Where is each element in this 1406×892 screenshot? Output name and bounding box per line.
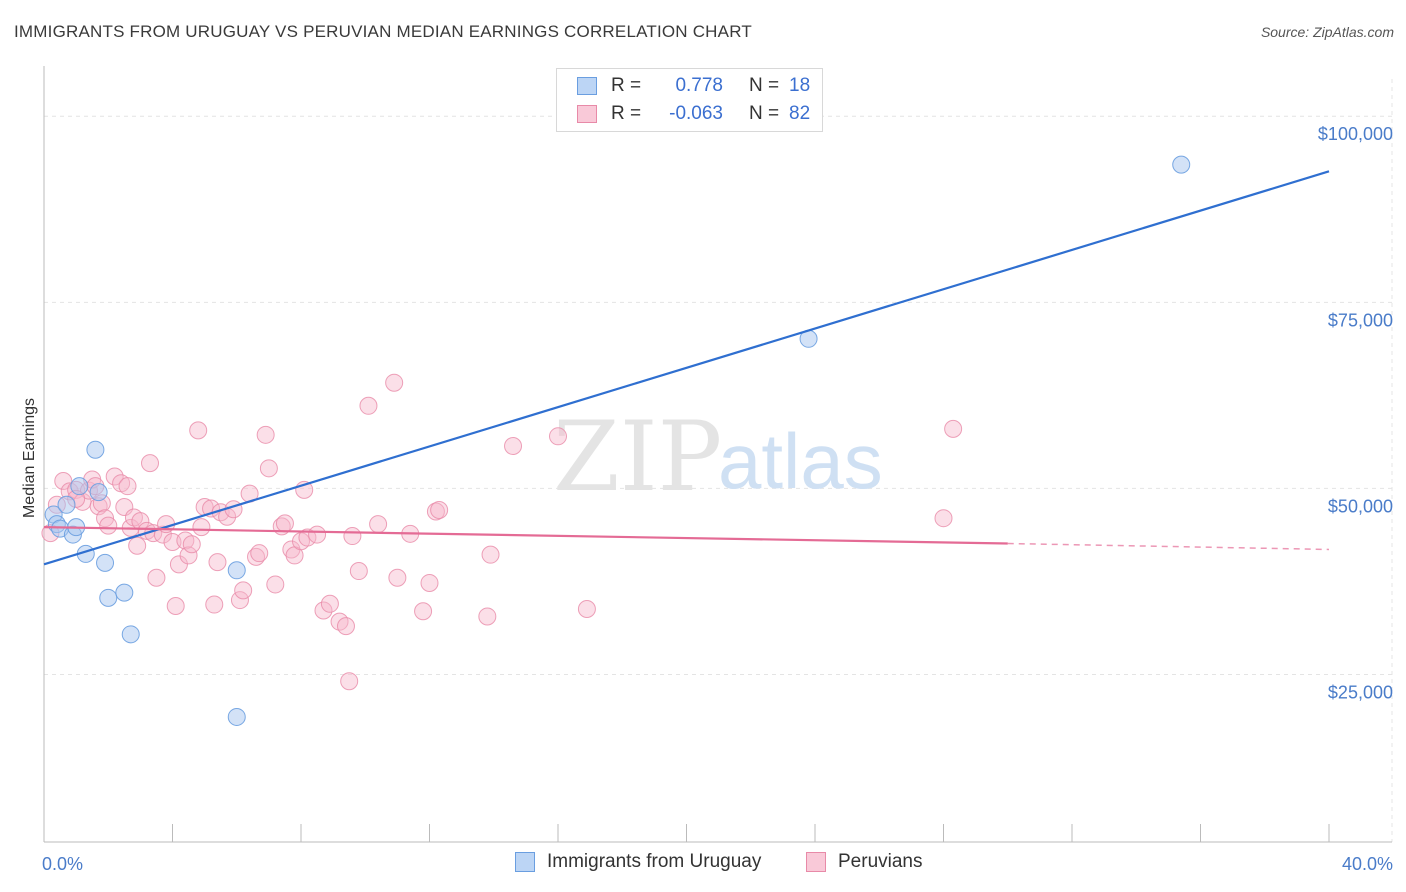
- peruvians-point: [147, 568, 166, 587]
- x-tick-label: 40.0%: [1342, 854, 1393, 874]
- peruvians-point: [298, 528, 317, 547]
- chart-title: IMMIGRANTS FROM URUGUAY VS PERUVIAN MEDI…: [14, 22, 752, 41]
- legend-row-uruguay: R = 0.778 N = 18: [577, 73, 810, 99]
- peruvians-point: [250, 544, 269, 563]
- peruvians-point: [478, 607, 497, 626]
- legend-item-peruvians: Peruvians: [806, 851, 923, 873]
- legend-label-uruguay: Immigrants from Uruguay: [547, 851, 762, 872]
- peruvians-point: [934, 509, 953, 528]
- uruguay-point: [86, 440, 105, 459]
- legend-row-peruvians: R = -0.063 N = 82: [577, 101, 810, 127]
- peruvians-point: [118, 477, 137, 496]
- uruguay-trend-line: [43, 170, 1330, 566]
- legend-n-value: 18: [789, 75, 811, 96]
- legend-n-label: N =: [749, 75, 780, 96]
- uruguay-point: [70, 477, 89, 496]
- peruvians-point: [320, 594, 339, 613]
- x-tick-label: 0.0%: [42, 854, 83, 874]
- watermark-zip: ZIP: [553, 401, 722, 513]
- peruvians-point: [192, 518, 211, 537]
- peruvians-point: [369, 515, 388, 534]
- peruvians-point: [944, 419, 963, 438]
- peruvians-point: [205, 595, 224, 614]
- watermark-atlas: atlas: [718, 417, 883, 505]
- peruvians-point: [169, 555, 188, 574]
- uruguay-point: [57, 495, 76, 514]
- uruguay-point: [99, 588, 118, 607]
- peruvians-point: [128, 536, 147, 555]
- peruvians-point: [314, 601, 333, 620]
- uruguay-point: [89, 483, 108, 502]
- watermark: ZIP atlas: [553, 401, 883, 513]
- peruvians-point: [549, 427, 567, 446]
- stats-legend: R = 0.778 N = 18 R = -0.063 N = 82: [556, 68, 823, 132]
- peruvians-point: [420, 573, 439, 592]
- peruvians-point: [359, 396, 378, 415]
- y-tick-label: $75,000: [1328, 310, 1393, 330]
- uruguay-point: [1172, 155, 1191, 174]
- legend-swatch-pink: [577, 105, 597, 123]
- legend-r-value: -0.063: [669, 103, 723, 124]
- series-legend: Immigrants from Uruguay Peruvians: [0, 851, 1406, 879]
- grid-lines: [44, 79, 1393, 842]
- x-tick-labels: 0.0% 40.0%: [42, 854, 1393, 874]
- peruvians-point: [189, 421, 208, 440]
- peruvians-point: [388, 568, 407, 587]
- peruvians-point: [230, 591, 249, 610]
- peruvians-trend-extension: [1007, 542, 1330, 551]
- peruvians-point: [182, 535, 201, 554]
- y-tick-label: $100,000: [1318, 124, 1393, 144]
- peruvians-point: [99, 516, 118, 535]
- legend-swatch-pink: [806, 852, 826, 872]
- legend-item-uruguay: Immigrants from Uruguay: [515, 851, 761, 873]
- peruvians-point: [340, 672, 359, 691]
- y-tick-label: $50,000: [1328, 496, 1393, 516]
- peruvians-point: [481, 545, 500, 564]
- axes: [43, 66, 1392, 843]
- peruvians-trend-line: [43, 526, 1008, 545]
- peruvians-point: [349, 562, 368, 581]
- peruvians-point: [141, 454, 160, 473]
- legend-n-value: 82: [789, 103, 811, 124]
- legend-r-label: R =: [611, 103, 642, 124]
- peruvians-point: [308, 525, 327, 544]
- peruvians-point: [208, 553, 227, 572]
- y-tick-labels: $25,000 $50,000 $75,000 $100,000: [1318, 124, 1393, 702]
- peruvians-point: [426, 502, 445, 521]
- legend-swatch-blue: [577, 77, 597, 95]
- peruvians-point: [234, 581, 253, 600]
- uruguay-point: [115, 583, 134, 602]
- uruguay-point: [227, 707, 246, 726]
- peruvians-point: [385, 373, 404, 392]
- uruguay-point: [121, 625, 140, 644]
- peruvians-point: [54, 471, 73, 490]
- peruvians-point: [259, 459, 278, 478]
- trend-lines: [43, 170, 1330, 566]
- y-axis-label: Median Earnings: [21, 398, 38, 518]
- legend-swatch-blue: [515, 852, 535, 872]
- peruvians-point: [163, 533, 182, 552]
- chart-source: Source: ZipAtlas.com: [1260, 24, 1394, 40]
- peruvians-point: [266, 575, 285, 594]
- peruvians-point: [336, 617, 355, 636]
- y-tick-label: $25,000: [1328, 683, 1393, 703]
- peruvians-point: [504, 436, 523, 455]
- peruvians-point: [343, 527, 362, 546]
- peruvians-points: [41, 373, 963, 691]
- peruvians-point: [166, 597, 185, 616]
- legend-r-value: 0.778: [675, 75, 723, 96]
- peruvians-point: [179, 546, 198, 565]
- peruvians-point: [414, 602, 433, 621]
- uruguay-point: [96, 553, 115, 572]
- legend-n-label: N =: [749, 103, 780, 124]
- legend-label-peruvians: Peruvians: [838, 851, 923, 872]
- peruvians-point: [105, 467, 124, 486]
- peruvians-point: [577, 600, 596, 619]
- peruvians-point: [256, 425, 275, 444]
- peruvians-point: [275, 514, 294, 533]
- peruvians-point: [430, 501, 449, 520]
- legend-r-label: R =: [611, 75, 642, 96]
- uruguay-point: [227, 561, 246, 580]
